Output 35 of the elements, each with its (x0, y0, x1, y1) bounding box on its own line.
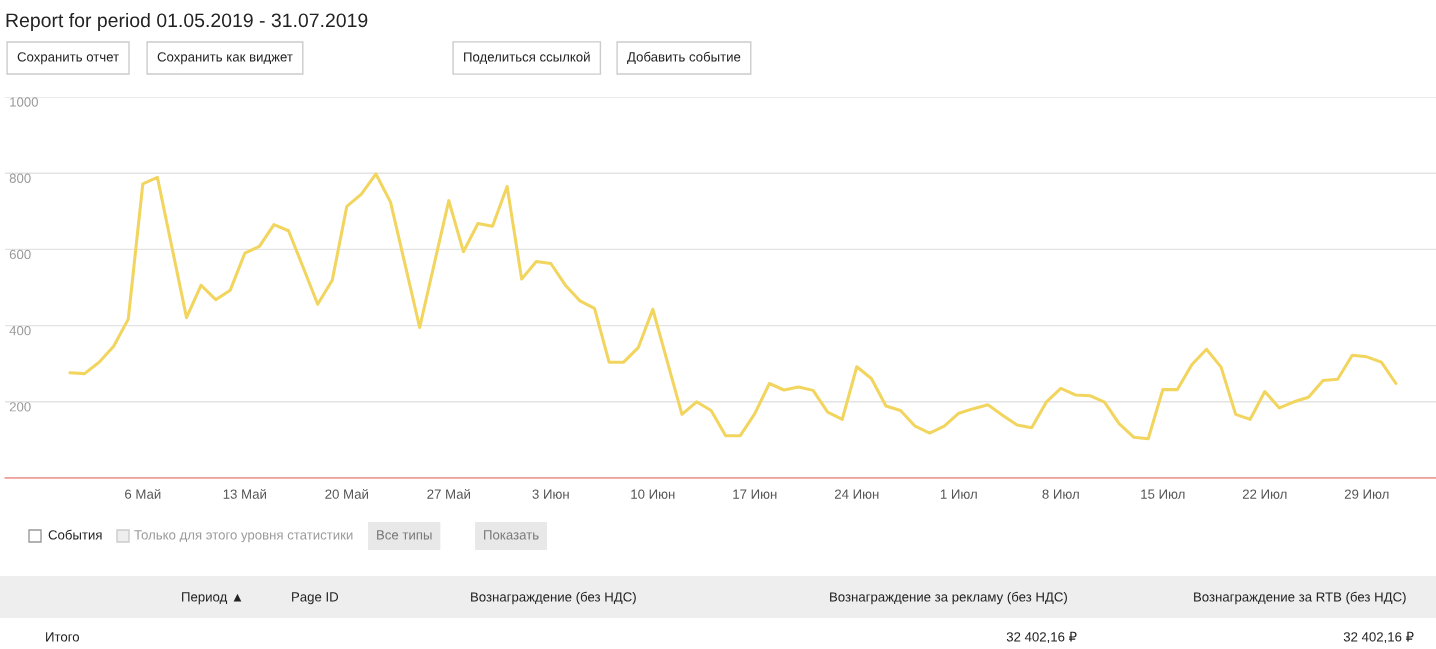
x-tick-label: 27 Май (427, 488, 470, 499)
y-tick-label: 800 (9, 173, 31, 183)
text: Вознаграждение за RTB (без НДС) (1194, 591, 1406, 605)
text: Сохранить отчет (17, 52, 119, 65)
text: Сохранить как виджет (157, 52, 293, 65)
x-tick-label: 13 Май (223, 488, 266, 499)
y-tick-label: 1000 (10, 97, 38, 107)
x-tick-label: 22 Июл (1242, 489, 1287, 499)
text: События (48, 529, 102, 540)
x-tick-label: 24 Июн (834, 489, 879, 499)
x-tick-label: 1 Июл (940, 489, 977, 499)
chart-title: Report for period 01.05.2019 - 31.07.2019 (6, 12, 368, 32)
y-tick-label: 600 (9, 249, 31, 260)
x-tick-label: 3 Июн (532, 489, 569, 499)
x-tick-label: 15 Июл (1141, 489, 1185, 499)
text: Добавить событие (627, 51, 741, 65)
x-tick-label: 29 Июл (1344, 489, 1389, 499)
x-tick-label: 8 Июл (1042, 489, 1079, 499)
text: Все типы (377, 530, 432, 540)
text: Только для этого уровня статистики (134, 530, 353, 543)
text: Поделиться ссылкой (464, 51, 590, 65)
text: Вознаграждение (без НДС) (471, 591, 636, 605)
x-tick-label: 20 Май (325, 488, 368, 499)
text: Page ID (292, 592, 339, 605)
text: Показать (484, 530, 539, 540)
text: Итого (46, 632, 80, 642)
y-tick-label: 400 (9, 325, 31, 336)
x-tick-label: 10 Июн (631, 489, 675, 499)
text: 32 402,16 ₽ (1343, 631, 1414, 644)
text: Вознаграждение за рекламу (без НДС) (830, 591, 1067, 605)
y-tick-label: 200 (9, 402, 31, 412)
text: 32 402,16 ₽ (1006, 631, 1077, 644)
x-tick-label: 6 Май (125, 488, 161, 499)
text: Период ▲ (182, 592, 242, 605)
x-tick-label: 17 Июн (733, 489, 777, 499)
